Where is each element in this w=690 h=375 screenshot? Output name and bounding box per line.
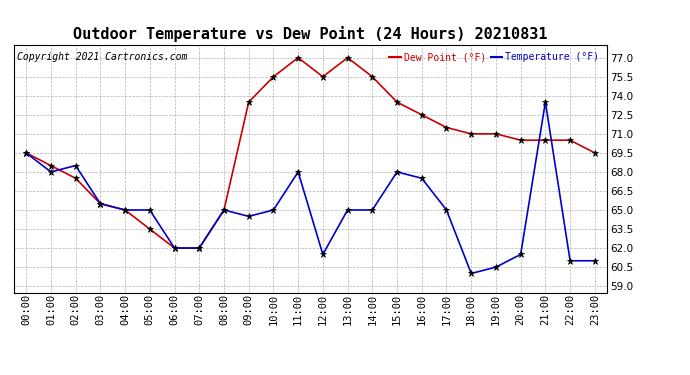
Title: Outdoor Temperature vs Dew Point (24 Hours) 20210831: Outdoor Temperature vs Dew Point (24 Hou…: [73, 27, 548, 42]
Legend: Dew Point (°F), Temperature (°F): Dew Point (°F), Temperature (°F): [389, 53, 600, 62]
Text: Copyright 2021 Cartronics.com: Copyright 2021 Cartronics.com: [17, 53, 187, 62]
